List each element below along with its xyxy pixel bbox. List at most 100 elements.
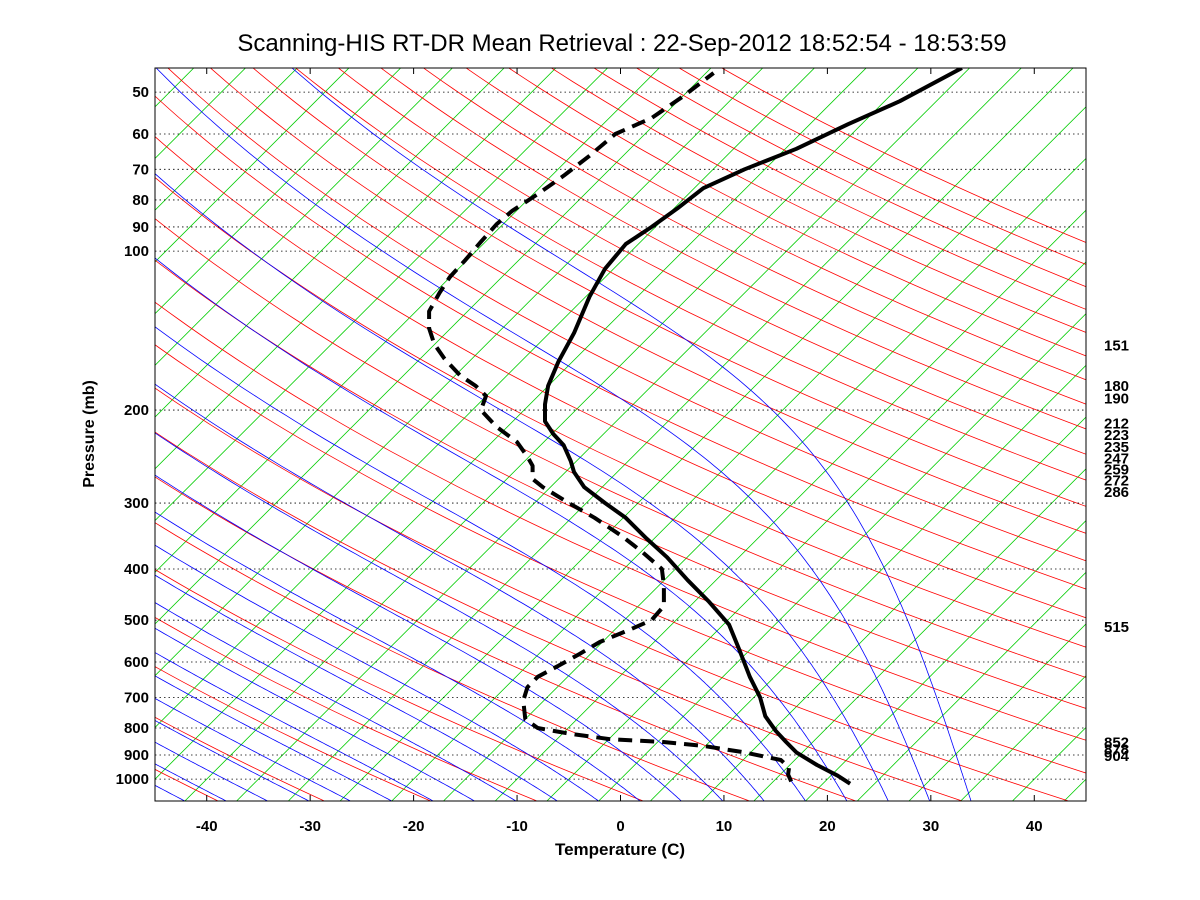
background-lines xyxy=(0,41,1086,801)
x-ticks: -40 -30 -20 -10 0 10 20 30 40 xyxy=(196,68,1043,835)
y-tick-label: 700 xyxy=(124,689,149,706)
right-level-label: 878 xyxy=(1104,741,1129,758)
dry-adiabat-line xyxy=(422,68,1086,405)
isotherm-line xyxy=(155,68,350,263)
dry-adiabat-line xyxy=(550,68,1086,333)
profile-series xyxy=(427,68,963,786)
right-level-label: 286 xyxy=(1104,484,1129,501)
y-tick-label: 300 xyxy=(124,495,149,512)
moist-adiabat-line xyxy=(155,68,931,801)
moist-adiabat-line xyxy=(155,602,517,801)
moist-adiabat-line xyxy=(155,720,310,801)
y-tick-label: 1000 xyxy=(116,771,149,788)
dry-adiabat-line xyxy=(155,569,644,801)
dry-adiabat-line xyxy=(635,68,1086,288)
x-axis-label: Temperature (C) xyxy=(554,840,686,859)
dry-adiabat-line xyxy=(209,68,1086,534)
isotherm-line xyxy=(0,41,14,801)
dry-adiabat-line xyxy=(155,522,750,801)
isotherm-line xyxy=(155,68,712,625)
dry-adiabat-line xyxy=(155,387,1069,801)
x-tick-label: -20 xyxy=(403,818,425,835)
moist-adiabat-line xyxy=(155,652,434,801)
moist-adiabat-line xyxy=(155,383,765,801)
dry-adiabat-line xyxy=(155,176,1086,648)
dry-adiabat-line xyxy=(295,68,1086,481)
isotherm-line xyxy=(155,68,402,315)
right-level-label: 247 xyxy=(1104,450,1129,467)
dry-adiabat-line xyxy=(155,344,1086,774)
isotherm-line xyxy=(155,68,557,470)
y-tick-label: 600 xyxy=(124,654,149,671)
dewpoint-profile-line xyxy=(427,71,794,783)
dry-adiabat-line xyxy=(155,666,431,801)
isotherm-line xyxy=(155,68,195,108)
dry-adiabat-line xyxy=(155,95,1086,590)
isotherm-line xyxy=(155,68,764,677)
isotherm-line xyxy=(650,364,1086,801)
dry-adiabat-line xyxy=(508,68,1086,357)
right-level-label: 904 xyxy=(1104,748,1130,765)
moist-adiabat-line xyxy=(155,257,848,801)
isotherm-line xyxy=(155,68,815,728)
isotherm-line xyxy=(805,519,1086,801)
dry-adiabat-line xyxy=(0,47,112,801)
dry-adiabat-line xyxy=(155,476,856,801)
x-tick-label: 10 xyxy=(716,818,733,835)
right-level-label: 235 xyxy=(1104,439,1129,456)
right-level-label: 190 xyxy=(1104,390,1129,407)
moist-adiabat-line xyxy=(155,544,599,801)
isotherm-line xyxy=(339,68,1074,801)
right-level-label: 151 xyxy=(1104,338,1129,355)
isotherm-line xyxy=(0,41,66,801)
right-level-label: 259 xyxy=(1104,461,1129,478)
y-tick-label: 60 xyxy=(132,126,149,143)
isotherm-line xyxy=(598,313,1086,801)
moist-adiabat-line xyxy=(155,511,641,801)
dry-adiabat-line xyxy=(252,68,1086,507)
isotherm-line xyxy=(0,41,117,801)
dry-adiabat-line xyxy=(155,218,1086,678)
isotherm-line xyxy=(753,468,1086,801)
y-tick-label: 90 xyxy=(132,219,149,236)
isotherm-line xyxy=(546,261,1086,801)
isotherm-line xyxy=(155,68,505,418)
dry-adiabat-line xyxy=(465,68,1086,381)
x-tick-label: 0 xyxy=(616,818,624,835)
dry-adiabat-line xyxy=(155,768,219,801)
x-tick-label: 20 xyxy=(819,818,836,835)
isotherm-line xyxy=(701,416,1086,801)
y-tick-label: 800 xyxy=(124,720,149,737)
dry-adiabat-line xyxy=(155,431,963,801)
x-tick-label: -10 xyxy=(506,818,528,835)
dry-adiabat-line xyxy=(155,136,1086,619)
isotherm-line xyxy=(856,571,1086,801)
y-tick-label: 900 xyxy=(124,747,149,764)
chart-title: Scanning-HIS RT-DR Mean Retrieval : 22-S… xyxy=(237,30,1007,57)
y-tick-label: 50 xyxy=(132,84,149,101)
x-tick-label: 40 xyxy=(1026,818,1043,835)
dry-adiabat-line xyxy=(380,68,1086,430)
y-tick-label: 400 xyxy=(124,561,149,578)
x-tick-label: -40 xyxy=(196,818,218,835)
y-tick-label: 200 xyxy=(124,402,149,419)
isotherm-line xyxy=(155,68,247,160)
dry-adiabat-line xyxy=(155,301,1086,741)
right-level-label: 852 xyxy=(1104,734,1129,751)
moist-adiabat-line xyxy=(155,627,475,801)
right-level-label: 272 xyxy=(1104,473,1129,490)
right-level-label: 515 xyxy=(1104,619,1129,636)
temperature-profile-line xyxy=(543,68,963,786)
isotherm-line xyxy=(155,68,609,522)
moist-adiabat-line xyxy=(155,474,682,801)
y-tick-label: 500 xyxy=(124,612,149,629)
y-tick-label: 100 xyxy=(124,243,149,260)
dry-adiabat-line xyxy=(593,68,1086,310)
isotherm-line xyxy=(908,623,1086,801)
x-tick-label: -30 xyxy=(299,818,321,835)
isotherm-line xyxy=(236,68,971,801)
x-tick-label: 30 xyxy=(922,818,939,835)
moist-adiabat-line xyxy=(155,784,186,801)
